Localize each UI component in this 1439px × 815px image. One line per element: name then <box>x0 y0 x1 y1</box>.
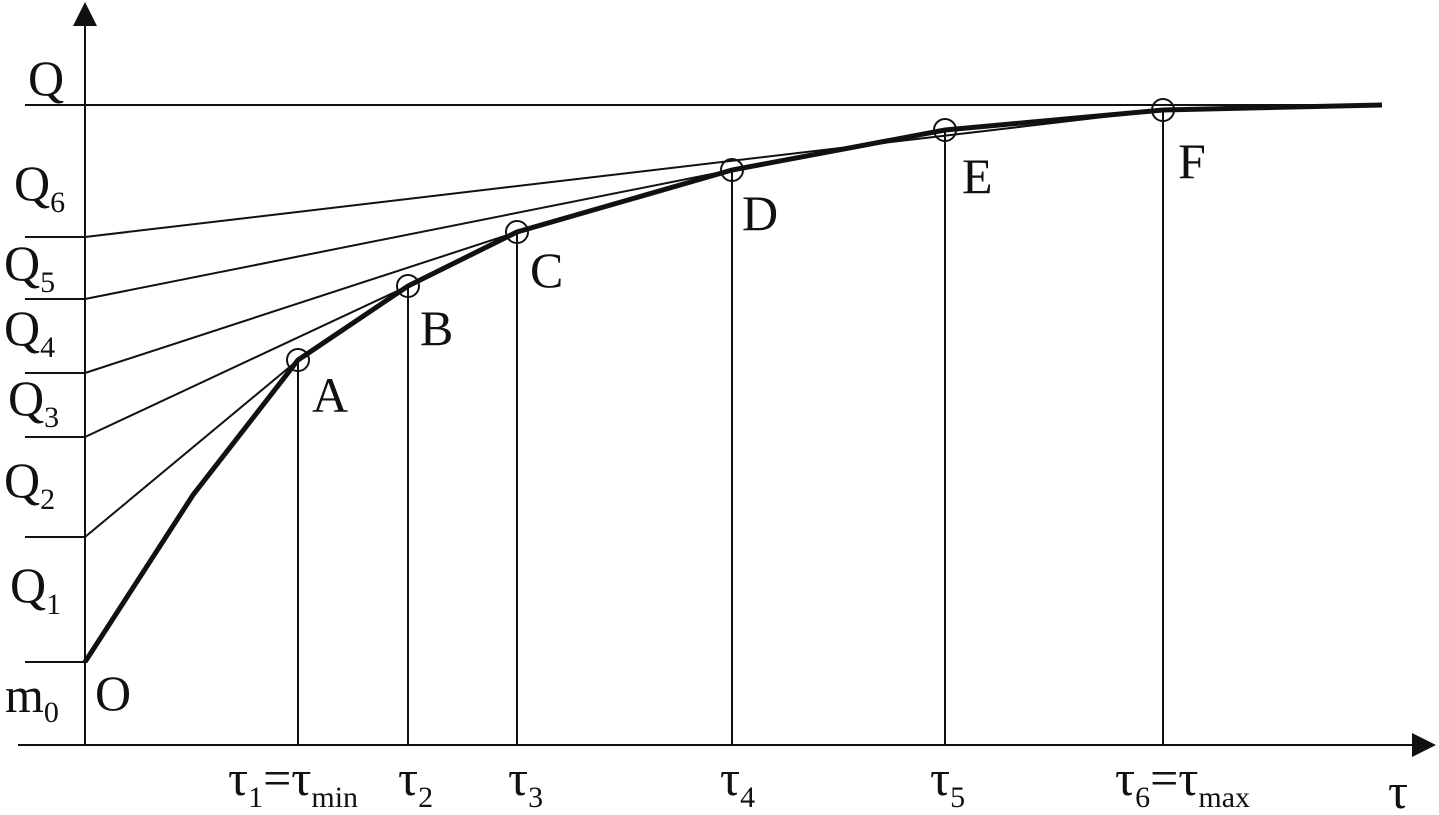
point-label: A <box>312 367 348 423</box>
tau-base: τ <box>398 750 418 806</box>
tau-base: =τ <box>263 750 311 806</box>
tau-base: τ <box>720 750 740 806</box>
tau-label: τ6=τmax <box>1115 750 1250 814</box>
point-label: B <box>420 300 453 356</box>
axis-label: Q <box>28 50 64 106</box>
tau-label: τ2 <box>398 750 433 814</box>
tau-sub: 4 <box>740 781 755 814</box>
point-markers <box>286 98 1175 372</box>
q-sub: 2 <box>40 483 55 516</box>
point-label: O <box>95 665 131 721</box>
point-label: E <box>962 148 993 204</box>
point-marker <box>505 220 529 244</box>
q-sub: 1 <box>46 588 61 621</box>
point-label: C <box>530 242 563 298</box>
tangent-line <box>84 285 409 438</box>
verticals <box>297 110 1164 745</box>
q-base: Q <box>10 557 46 613</box>
q-base: Q <box>4 300 40 356</box>
point-label: F <box>1178 133 1206 189</box>
q-label: Q5 <box>4 235 55 299</box>
tau-label: τ1=τmin <box>228 750 358 814</box>
q-sub: 6 <box>50 186 65 219</box>
m0-label: m0 <box>5 667 59 729</box>
tau-label: τ4 <box>720 750 755 814</box>
tau-sub: 1 <box>248 781 263 814</box>
point-marker <box>720 158 744 182</box>
tau-base: τ <box>508 750 528 806</box>
point-label: D <box>742 185 778 241</box>
tangent-line <box>84 169 733 300</box>
curve <box>82 102 1383 664</box>
axis-label: τ <box>1388 763 1408 815</box>
q-base: Q <box>4 452 40 508</box>
tau-label: τ3 <box>508 750 543 814</box>
tau-sub: 6 <box>1135 781 1150 814</box>
q-base: Q <box>8 370 44 426</box>
tangent-lines <box>84 109 1164 538</box>
point-marker <box>396 274 420 298</box>
q-label: Q2 <box>4 452 55 516</box>
tau-sub: max <box>1198 781 1250 814</box>
tangent-line <box>84 109 1164 238</box>
q-sub: 3 <box>44 401 59 434</box>
m-sub: 0 <box>44 696 59 729</box>
q-sub: 5 <box>40 266 55 299</box>
tau-sub: 5 <box>950 781 965 814</box>
q-sub: 4 <box>40 331 55 364</box>
tangent-line <box>84 359 299 538</box>
tau-label: τ5 <box>930 750 965 814</box>
tangent-line <box>84 231 518 374</box>
q-label: Q4 <box>4 300 55 364</box>
point-marker <box>286 348 310 372</box>
tau-base: τ <box>930 750 950 806</box>
q-label: Q3 <box>8 370 59 434</box>
point-marker <box>1151 98 1175 122</box>
m-base: m <box>5 667 44 723</box>
q-label: Q1 <box>10 557 61 621</box>
point-marker <box>933 118 957 142</box>
tau-base: τ <box>228 750 248 806</box>
tau-base: =τ <box>1150 750 1198 806</box>
tau-sub: 2 <box>418 781 433 814</box>
axes <box>18 2 1436 757</box>
q-label: Q6 <box>14 155 65 219</box>
tau-sub: min <box>311 781 358 814</box>
tau-base: τ <box>1115 750 1135 806</box>
q-base: Q <box>14 155 50 211</box>
q-base: Q <box>4 235 40 291</box>
tau-sub: 3 <box>528 781 543 814</box>
